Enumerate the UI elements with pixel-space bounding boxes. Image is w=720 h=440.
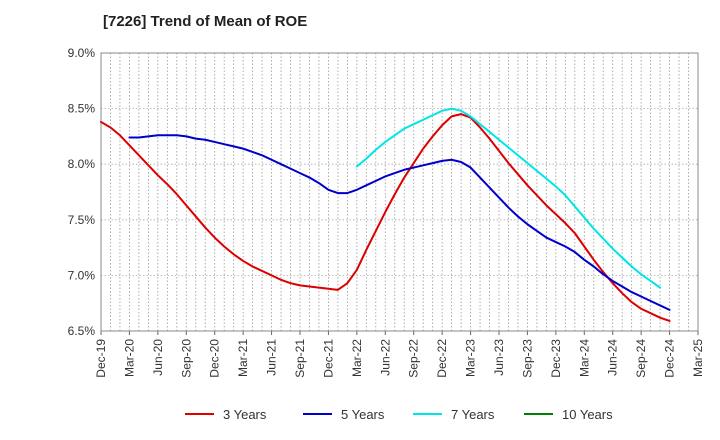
- x-tick-label: Dec-24: [663, 339, 677, 378]
- x-tick-label: Jun-23: [492, 339, 506, 376]
- legend-label: 3 Years: [223, 407, 267, 422]
- y-tick-label: 8.0%: [68, 157, 96, 171]
- x-tick-label: Dec-21: [321, 339, 335, 378]
- series-line-5-years: [128, 134, 671, 311]
- x-tick-label: Mar-20: [122, 339, 136, 377]
- plot-area: [101, 53, 698, 331]
- legend-label: 10 Years: [562, 407, 613, 422]
- x-tick-label: Dec-20: [208, 339, 222, 378]
- y-tick-label: 9.0%: [68, 46, 96, 60]
- x-tick-label: Dec-23: [549, 339, 563, 378]
- plot-border: [100, 52, 699, 332]
- x-tick-label: Jun-21: [265, 339, 279, 376]
- y-tick-label: 8.5%: [68, 102, 96, 116]
- x-tick-label: Mar-24: [577, 339, 591, 377]
- x-tick-label: Mar-23: [464, 339, 478, 377]
- chart-title: [7226] Trend of Mean of ROE: [103, 13, 308, 30]
- x-tick-label: Dec-19: [94, 339, 108, 378]
- x-tick-label: Sep-23: [520, 339, 534, 378]
- x-tick-label: Sep-20: [179, 339, 193, 378]
- x-tick-label: Sep-21: [293, 339, 307, 378]
- x-tick-label: Jun-22: [378, 339, 392, 376]
- x-tick-label: Sep-22: [407, 339, 421, 378]
- x-tick-label: Sep-24: [634, 339, 648, 378]
- y-tick-label: 7.0%: [68, 268, 96, 282]
- series-line-3-years: [100, 113, 671, 322]
- legend-label: 5 Years: [341, 407, 385, 422]
- series-line-7-years: [355, 107, 662, 289]
- x-tick-label: Mar-21: [236, 339, 250, 377]
- x-tick-label: Mar-22: [350, 339, 364, 377]
- x-tick-label: Jun-20: [151, 339, 165, 376]
- x-tick-label: Jun-24: [606, 339, 620, 376]
- x-tick-label: Dec-22: [435, 339, 449, 378]
- y-tick-label: 6.5%: [68, 324, 96, 338]
- y-tick-label: 7.5%: [68, 213, 96, 227]
- x-tick-label: Mar-25: [691, 339, 705, 377]
- legend-label: 7 Years: [451, 407, 495, 422]
